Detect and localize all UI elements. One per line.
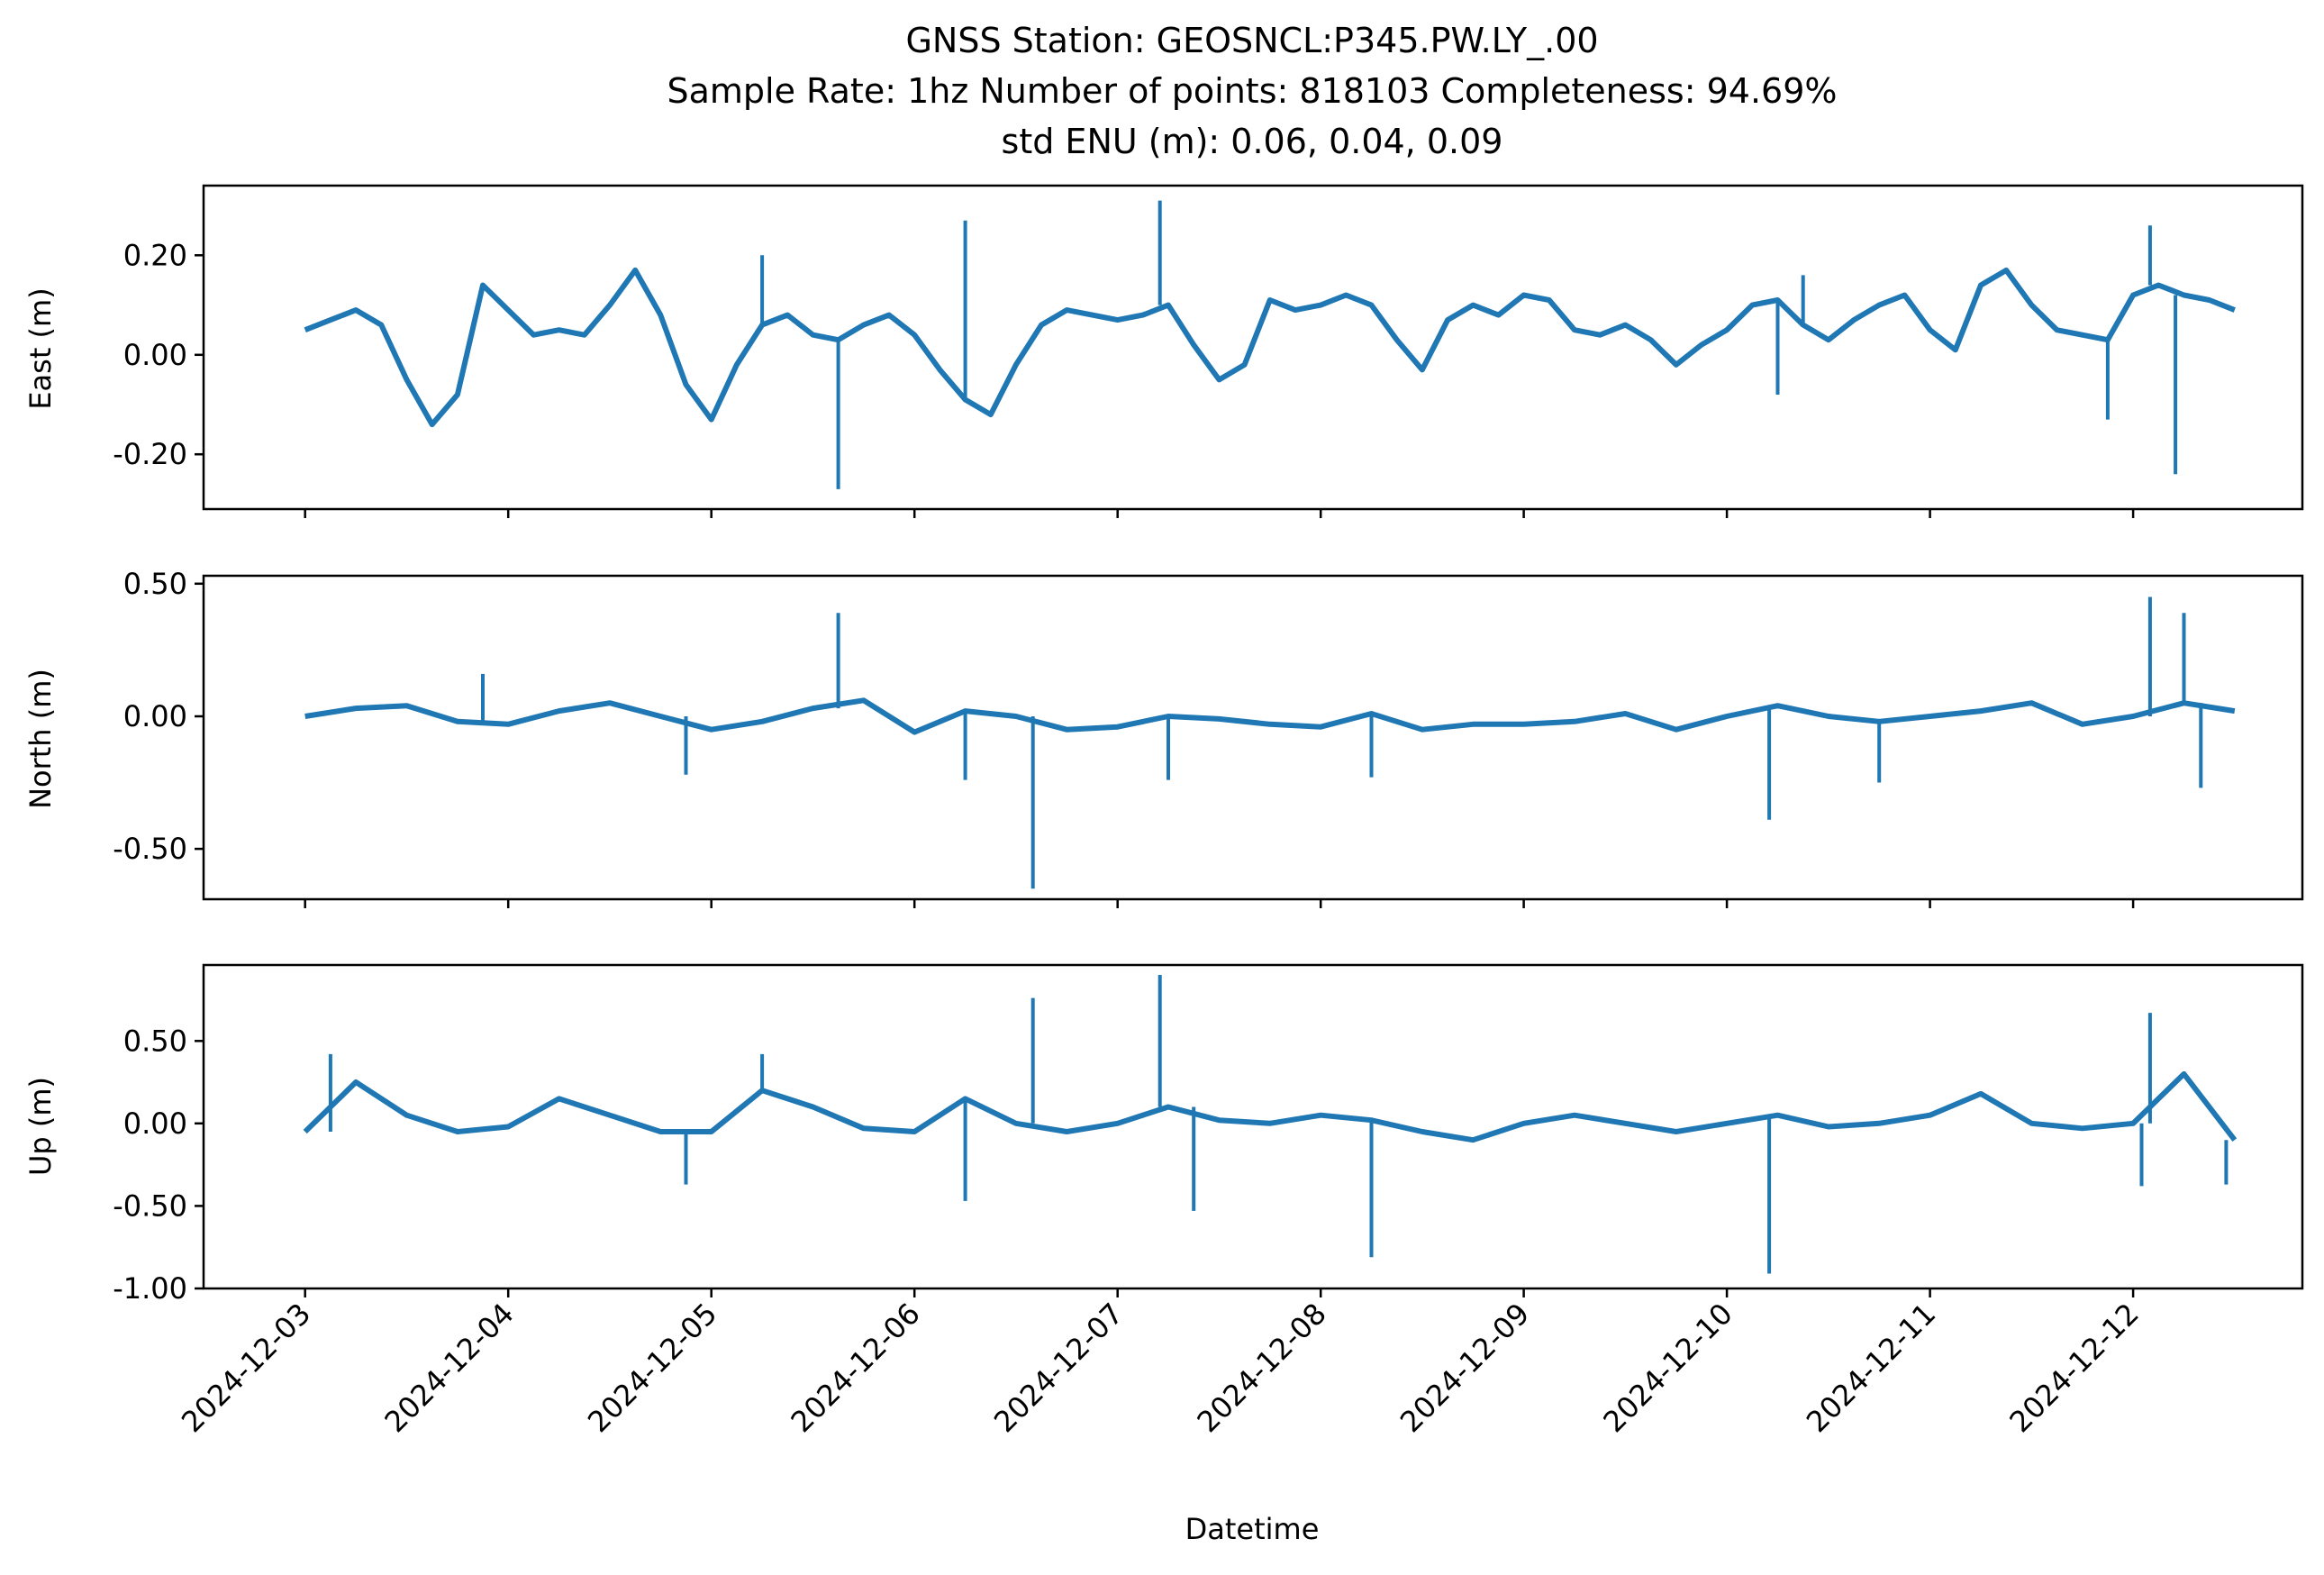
east-axes-frame [202, 184, 2304, 511]
north-series-line [304, 697, 2236, 735]
east-ytick-label: 0.20 [123, 238, 187, 272]
up-ytick-label: -0.50 [113, 1188, 187, 1223]
title-line-1: GNSS Station: GEOSNCL:P345.PW.LY_.00 [905, 21, 1598, 60]
up-series-line [303, 1070, 2238, 1143]
north-panel: 0.50 0.00 -0.50 [113, 567, 2304, 908]
up-axes-frame [202, 963, 2304, 1290]
x-axis-label: Datetime [1185, 1512, 1320, 1546]
north-ytick-label: 0.00 [123, 699, 187, 733]
east-ytick-label: -0.20 [113, 437, 187, 471]
east-panel: 0.20 0.00 -0.20 [113, 184, 2304, 518]
north-ytick-label: 0.50 [123, 567, 187, 601]
east-ytick-label: 0.00 [123, 338, 187, 372]
up-ytick-label: 0.50 [123, 1024, 187, 1058]
up-ylabel: Up (m) [23, 1077, 58, 1176]
title-line-3: std ENU (m): 0.06, 0.04, 0.09 [1002, 122, 1503, 161]
north-ylabel: North (m) [23, 669, 58, 809]
east-ylabel: East (m) [23, 287, 58, 409]
up-ytick-label: -1.00 [113, 1271, 187, 1306]
north-axes-frame [202, 574, 2304, 901]
up-ytick-label: 0.00 [123, 1106, 187, 1141]
title-line-2: Sample Rate: 1hz Number of points: 81810… [667, 71, 1838, 111]
north-ytick-label: -0.50 [113, 832, 187, 866]
east-series-line [304, 267, 2236, 428]
